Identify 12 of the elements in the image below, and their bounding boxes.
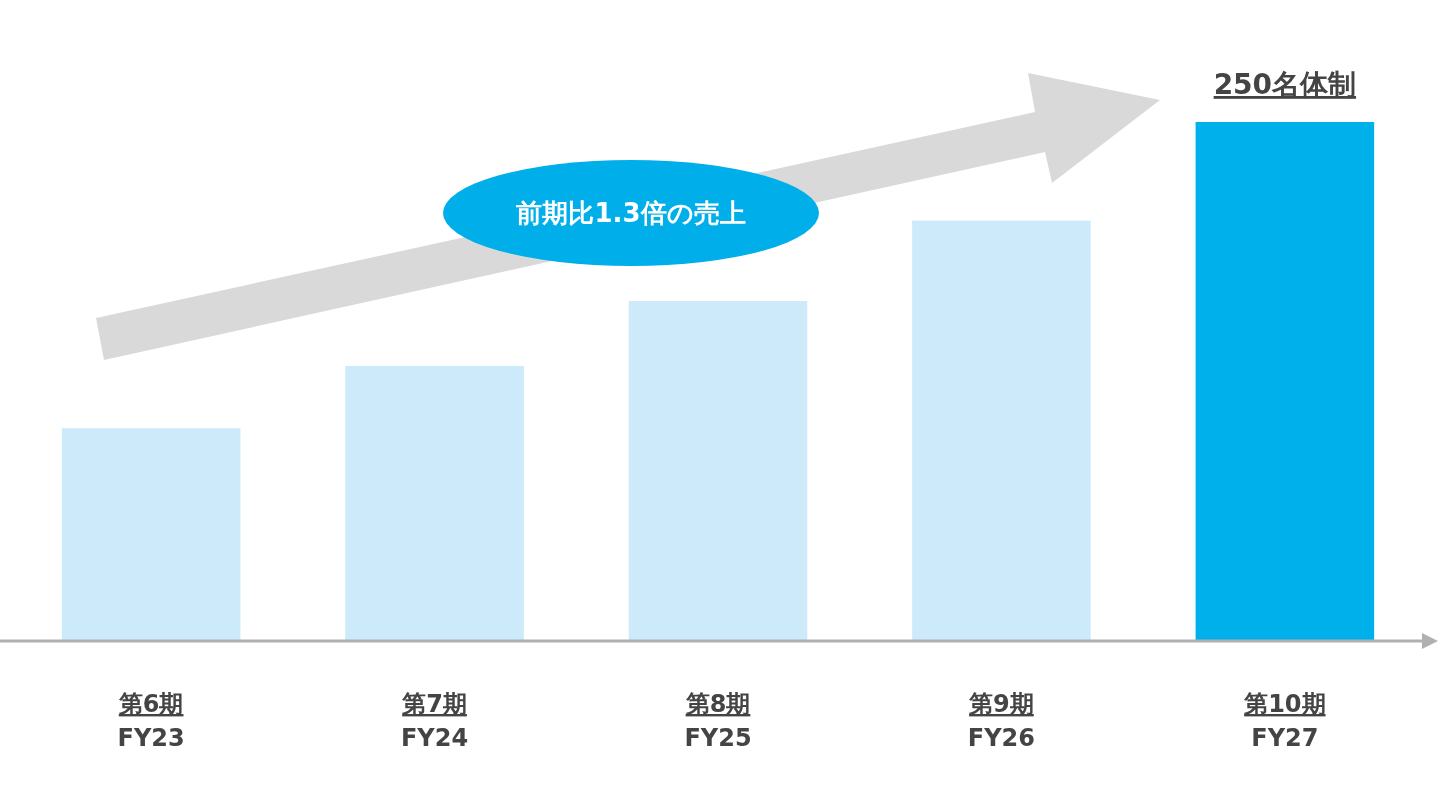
bar xyxy=(345,365,524,641)
annotation: 250名体制 xyxy=(1213,68,1357,101)
bar xyxy=(61,428,241,641)
bar xyxy=(912,220,1091,641)
annotation: 前期比1.3倍の売上 xyxy=(515,198,746,228)
bar xyxy=(628,301,808,641)
x-tick-label: 第7期 FY24 xyxy=(400,690,469,752)
x-tick-label: 第8期 FY25 xyxy=(684,690,752,752)
x-tick-label: 第6期 FY23 xyxy=(117,690,185,752)
bar xyxy=(1195,122,1375,641)
x-tick-label: 第10期 FY27 xyxy=(1243,690,1326,752)
x-tick-label: 第9期 FY26 xyxy=(967,690,1036,752)
